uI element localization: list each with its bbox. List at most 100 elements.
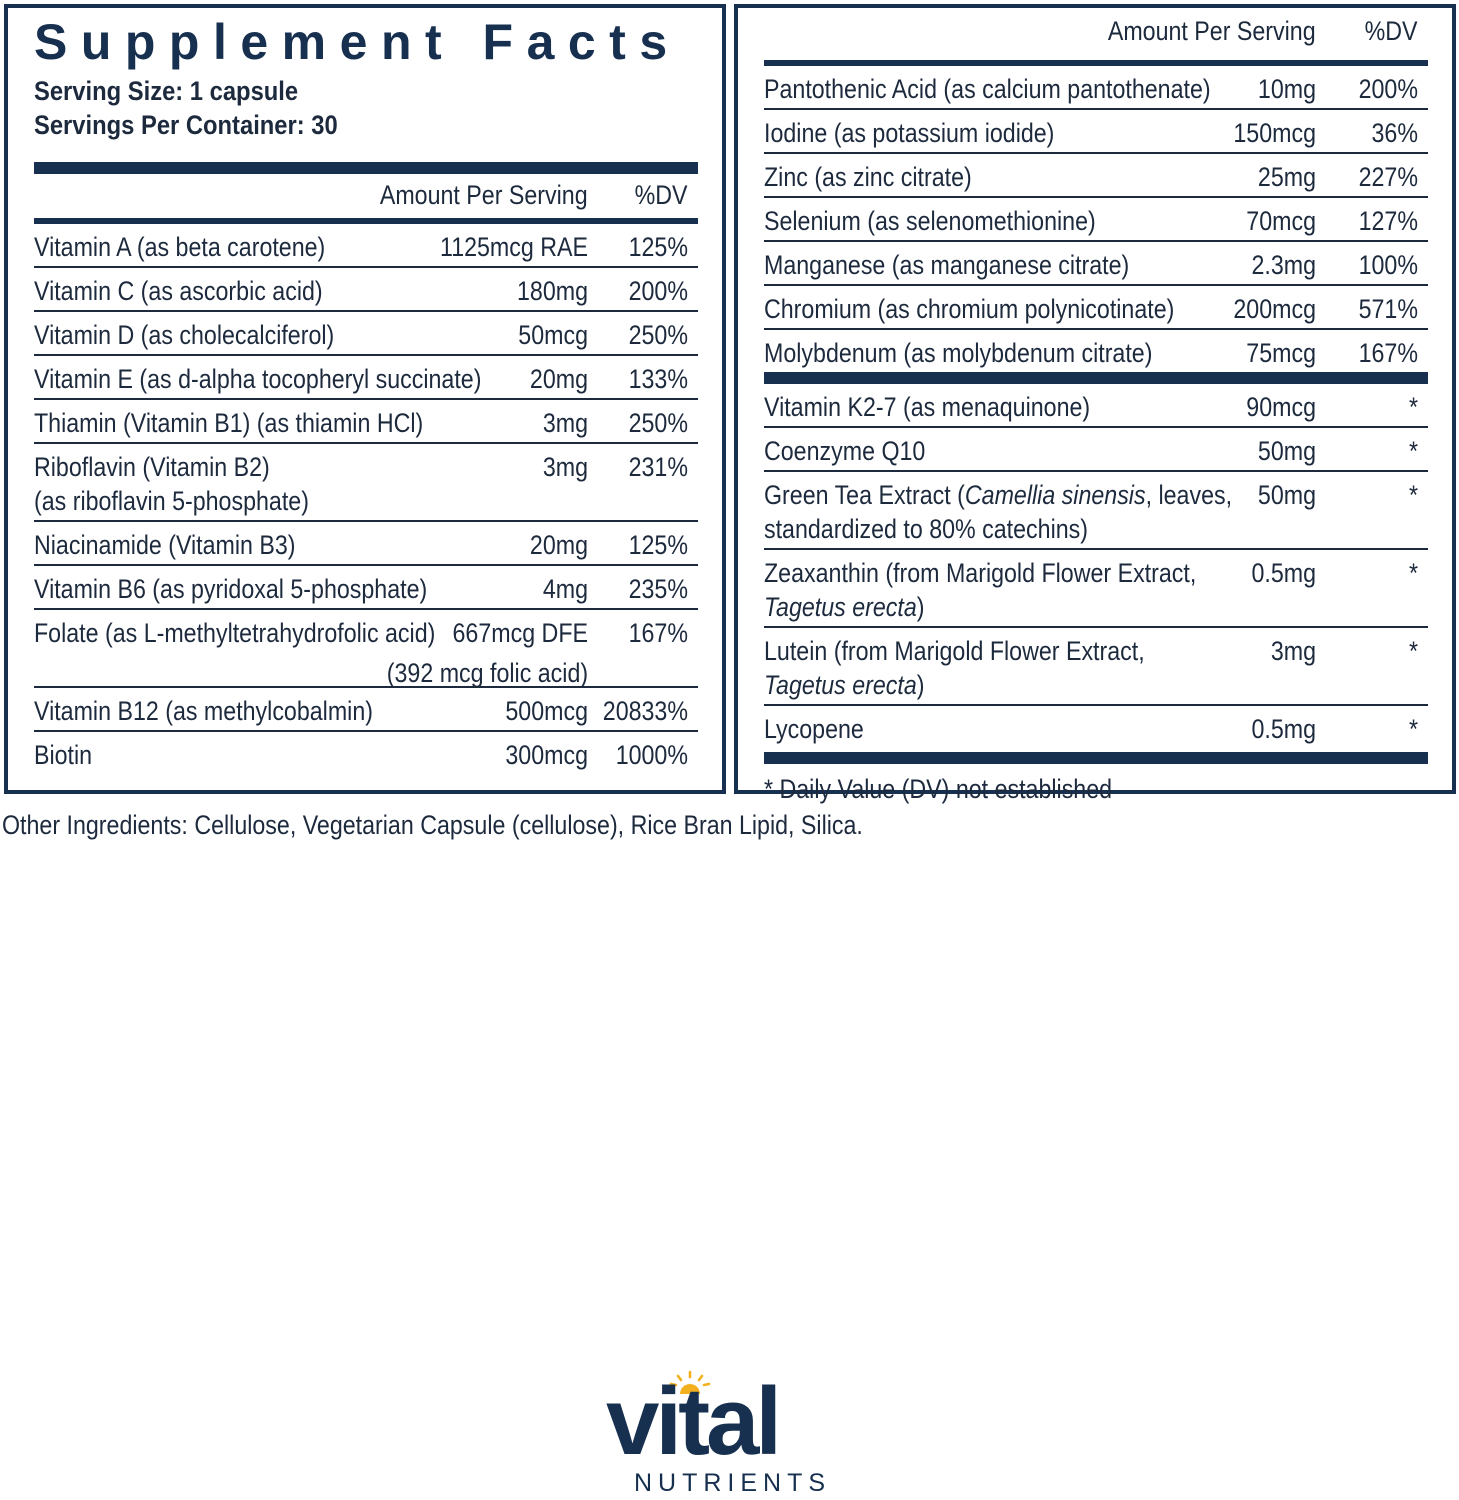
- other-ingredients: Other Ingredients: Cellulose, Vegetarian…: [2, 810, 863, 840]
- table-row: Zinc (as zinc citrate) 25mg 227%: [764, 154, 1428, 198]
- amount-per-serving: 300mcg: [505, 740, 588, 770]
- right-panel-content: Amount Per Serving %DV Pantothenic Acid …: [764, 10, 1428, 806]
- nutrient-name: Vitamin A (as beta carotene): [34, 232, 326, 262]
- divider-medium: [34, 218, 698, 224]
- amount-per-serving: 75mcg: [1246, 338, 1316, 368]
- amount-header: Amount Per Serving: [1108, 16, 1316, 46]
- nutrient-name: Green Tea Extract (Camellia sinensis, le…: [764, 480, 1233, 544]
- amount-per-serving: 10mg: [1257, 74, 1316, 104]
- table-row: Riboflavin (Vitamin B2) (as riboflavin 5-…: [34, 444, 698, 522]
- nutrient-name: Lycopene: [764, 714, 864, 744]
- daily-value: 250%: [628, 408, 688, 438]
- daily-value: 125%: [628, 232, 688, 262]
- footnote: * Daily Value (DV) not established: [764, 774, 1113, 804]
- amount-per-serving: 3mg: [542, 408, 588, 438]
- amount-per-serving: 3mg: [1270, 636, 1316, 666]
- table-row: Selenium (as selenomethionine) 70mcg 127%: [764, 198, 1428, 242]
- table-row: Lycopene 0.5mg *: [764, 706, 1428, 748]
- amount-per-serving: 90mcg: [1246, 392, 1316, 422]
- table-row: Green Tea Extract (Camellia sinensis, le…: [764, 472, 1428, 550]
- table-row: Vitamin K2-7 (as menaquinone) 90mcg *: [764, 384, 1428, 428]
- amount-per-serving: 2.3mg: [1251, 250, 1316, 280]
- logo-subtitle: NUTRIENTS: [634, 1469, 832, 1497]
- amount-per-serving: 50mg: [1257, 436, 1316, 466]
- daily-value: *: [1408, 714, 1418, 744]
- table-row: Vitamin A (as beta carotene) 1125mcg RAE 1…: [34, 224, 698, 268]
- nutrient-name: Selenium (as selenomethionine): [764, 206, 1096, 236]
- daily-value: *: [1408, 392, 1418, 422]
- table-row: Lutein (from Marigold Flower Extract, Tag…: [764, 628, 1428, 706]
- table-row: Manganese (as manganese citrate) 2.3mg 100…: [764, 242, 1428, 286]
- daily-value: 227%: [1358, 162, 1418, 192]
- nutrient-name: Manganese (as manganese citrate): [764, 250, 1130, 280]
- nutrient-name: Vitamin C (as ascorbic acid): [34, 276, 323, 306]
- daily-value: 125%: [628, 530, 688, 560]
- nutrient-name: Zinc (as zinc citrate): [764, 162, 972, 192]
- daily-value: 235%: [628, 574, 688, 604]
- daily-value: 1000%: [615, 740, 688, 770]
- supplement-facts-panel-right: Amount Per Serving %DV Pantothenic Acid …: [734, 4, 1456, 804]
- brand-logo: vital NUTRIENTS: [606, 1370, 856, 1500]
- amount-header: Amount Per Serving: [380, 180, 588, 210]
- table-row: Zeaxanthin (from Marigold Flower Extract…: [764, 550, 1428, 628]
- daily-value: 20833%: [602, 696, 688, 726]
- nutrient-name: Vitamin K2-7 (as menaquinone): [764, 392, 1091, 422]
- daily-value: *: [1408, 558, 1418, 588]
- table-row: Thiamin (Vitamin B1) (as thiamin HCl) 3mg…: [34, 400, 698, 444]
- daily-value: 36%: [1371, 118, 1418, 148]
- amount-per-serving: 180mg: [516, 276, 588, 306]
- nutrient-name: Niacinamide (Vitamin B3): [34, 530, 296, 560]
- nutrient-name: Zeaxanthin (from Marigold Flower Extract…: [764, 558, 1197, 622]
- nutrient-name: Biotin: [34, 740, 93, 770]
- nutrient-list-right-other: Vitamin K2-7 (as menaquinone) 90mcg * Coenz…: [764, 384, 1428, 748]
- nutrient-name: Lutein (from Marigold Flower Extract, Tag…: [764, 636, 1145, 700]
- dv-header: %DV: [1365, 16, 1418, 46]
- amount-per-serving: 150mcg: [1233, 118, 1316, 148]
- column-header-row: Amount Per Serving %DV: [34, 174, 698, 218]
- amount-per-serving: 0.5mg: [1251, 558, 1316, 588]
- daily-value: 133%: [628, 364, 688, 394]
- nutrient-name: Vitamin E (as d-alpha tocopheryl succina…: [34, 364, 482, 394]
- amount-per-serving: 50mg: [1257, 480, 1316, 510]
- daily-value: 167%: [1358, 338, 1418, 368]
- nutrient-name: Coenzyme Q10: [764, 436, 926, 466]
- serving-size: Serving Size: 1 capsule: [34, 76, 299, 106]
- amount-per-serving: 667mcg DFE: [452, 618, 588, 648]
- nutrient-name: Molybdenum (as molybdenum citrate): [764, 338, 1153, 368]
- nutrient-name: Folate (as L-methyltetrahydrofolic acid): [34, 618, 436, 648]
- left-panel-content: Supplement Facts Serving Size: 1 capsule…: [34, 14, 698, 774]
- table-row: Chromium (as chromium polynicotinate) 200…: [764, 286, 1428, 330]
- amount-per-serving: 25mg: [1257, 162, 1316, 192]
- amount-per-serving: 70mcg: [1246, 206, 1316, 236]
- nutrient-name: Pantothenic Acid (as calcium pantothenat…: [764, 74, 1211, 104]
- table-row: Folate (as L-methyltetrahydrofolic acid)…: [34, 610, 698, 688]
- amount-per-serving: 1125mcg RAE: [439, 232, 588, 262]
- sun-icon: [669, 1370, 711, 1394]
- table-row: Molybdenum (as molybdenum citrate) 75mcg 1…: [764, 330, 1428, 372]
- table-row: Vitamin E (as d-alpha tocopheryl succina…: [34, 356, 698, 400]
- daily-value: 100%: [1358, 250, 1418, 280]
- amount-per-serving: 4mg: [542, 574, 588, 604]
- daily-value: 127%: [1358, 206, 1418, 236]
- amount-per-serving: 50mcg: [518, 320, 588, 350]
- page-title: Supplement Facts: [34, 14, 681, 70]
- table-row: Vitamin B6 (as pyridoxal 5-phosphate) 4mg…: [34, 566, 698, 610]
- daily-value: 231%: [628, 452, 688, 482]
- amount-per-serving: 0.5mg: [1251, 714, 1316, 744]
- divider-thick: [764, 752, 1428, 764]
- nutrient-name: Vitamin B6 (as pyridoxal 5-phosphate): [34, 574, 428, 604]
- amount-per-serving: 20mg: [529, 530, 588, 560]
- daily-value: 571%: [1358, 294, 1418, 324]
- nutrient-name: Vitamin D (as cholecalciferol): [34, 320, 335, 350]
- table-row: Coenzyme Q10 50mg *: [764, 428, 1428, 472]
- nutrient-name: Vitamin B12 (as methylcobalmin): [34, 696, 373, 726]
- servings-per-container: Servings Per Container: 30: [34, 110, 338, 140]
- amount-per-serving: 3mg: [542, 452, 588, 482]
- nutrient-list-left: Vitamin A (as beta carotene) 1125mcg RAE 1…: [34, 224, 698, 774]
- table-row: Iodine (as potassium iodide) 150mcg 36%: [764, 110, 1428, 154]
- dv-header: %DV: [635, 180, 688, 210]
- nutrient-name: Thiamin (Vitamin B1) (as thiamin HCl): [34, 408, 424, 438]
- table-row: Biotin 300mcg 1000%: [34, 732, 698, 774]
- daily-value: 200%: [1358, 74, 1418, 104]
- nutrient-name: Iodine (as potassium iodide): [764, 118, 1055, 148]
